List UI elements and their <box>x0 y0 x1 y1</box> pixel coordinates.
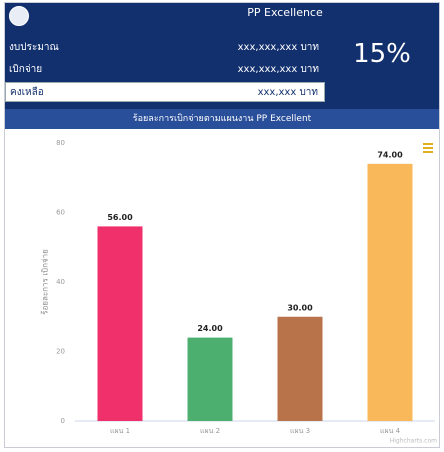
y-tick-label: 20 <box>56 348 65 356</box>
y-tick-label: 40 <box>56 278 65 286</box>
data-label: 56.00 <box>107 213 133 222</box>
summary-header: PP Excellence งบประมาณ xxx,xxx,xxx บาท เบ… <box>5 3 439 109</box>
bar <box>277 316 323 421</box>
logo <box>9 6 29 26</box>
header-title: PP Excellence <box>247 6 323 19</box>
data-label: 30.00 <box>287 303 313 312</box>
row-label: เบิกจ่าย <box>9 64 43 75</box>
y-axis-label: ร้อยละการ เบิกจ่าย <box>41 249 50 315</box>
data-label: 74.00 <box>377 150 403 159</box>
y-tick-label: 60 <box>56 209 65 217</box>
row-value: xxx,xxx,xxx บาท <box>237 42 319 53</box>
dashboard-panel: PP Excellence งบประมาณ xxx,xxx,xxx บาท เบ… <box>4 2 440 448</box>
y-tick-label: 80 <box>56 139 65 147</box>
menu-icon[interactable] <box>423 143 433 153</box>
summary-row: คงเหลือ xxx,xxx บาท <box>5 82 325 102</box>
summary-row: งบประมาณ xxx,xxx,xxx บาท <box>5 38 325 58</box>
chart: ร้อยละการ เบิกจ่าย 0 20 40 60 80 แผน 1 56.00 แผน… <box>41 139 438 445</box>
bar <box>367 163 413 421</box>
bar <box>187 337 233 421</box>
y-tick-label: 0 <box>61 417 65 425</box>
summary-row: เบิกจ่าย xxx,xxx,xxx บาท <box>5 60 325 80</box>
bar <box>97 226 143 421</box>
x-tick-label: แผน 1 <box>110 427 130 435</box>
x-tick-label: แผน 3 <box>290 427 310 435</box>
chart-title: ร้อยละการเบิกจ่ายตามแผนงาน PP Excellent <box>5 109 439 129</box>
row-label: คงเหลือ <box>10 87 44 98</box>
x-tick-label: แผน 2 <box>200 427 220 435</box>
row-label: งบประมาณ <box>9 42 59 53</box>
row-value: xxx,xxx,xxx บาท <box>237 64 319 75</box>
data-label: 24.00 <box>197 324 223 333</box>
credit: Highcharts.com <box>390 438 437 445</box>
row-value: xxx,xxx บาท <box>257 87 318 98</box>
percent-value: 15% <box>353 39 411 69</box>
x-tick-label: แผน 4 <box>380 427 401 435</box>
